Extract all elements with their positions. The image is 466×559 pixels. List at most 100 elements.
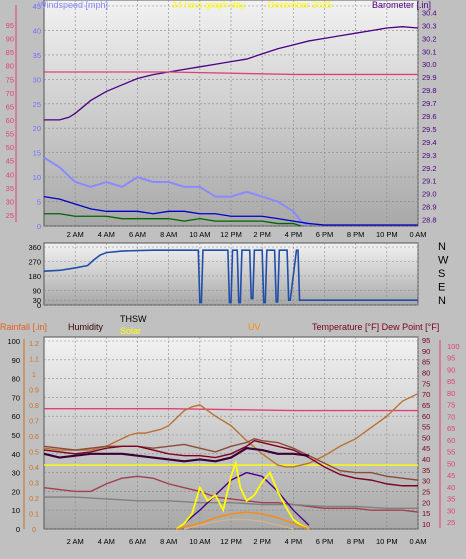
panel3-humidity-tick: 80 (12, 375, 20, 384)
panel1-far-left-tick: 85 (6, 48, 14, 57)
panel2-compass-label: N (438, 295, 446, 307)
panel1-right-tick: 30.2 (422, 34, 437, 43)
panel1-right-tick: 29.6 (422, 112, 437, 121)
panel2-left-tick: 90 (33, 287, 41, 296)
panel3-temp-tick: 85 (422, 358, 430, 367)
panel3-temp-tick: 25 (422, 488, 430, 497)
panel3-humidity-tick: 100 (7, 337, 20, 346)
panel3-far-right-tick: 25 (447, 518, 455, 527)
panel1-far-left-tick: 95 (6, 21, 14, 30)
panel1-far-left-tick: 55 (6, 130, 14, 139)
panel3-rain-tick: 0 (32, 527, 36, 534)
panel1-series-0 (44, 26, 419, 121)
panel1-left-tick: 20 (33, 124, 41, 133)
panel1-right-tick: 29.2 (422, 164, 437, 173)
panel1-right-tick: 29.5 (422, 125, 437, 134)
panel3-temp-tick: 30 (422, 477, 430, 486)
panel3-series-7 (44, 496, 418, 510)
panel1-right-tick: 30.3 (422, 21, 437, 30)
panel2-compass-label: N (438, 241, 446, 253)
panel3-temp-tick: 65 (422, 401, 430, 410)
panel1-far-left-tick: 40 (6, 170, 14, 179)
panel1-far-left-tick: 90 (6, 35, 14, 44)
panel1-x-tick: 6 AM (129, 230, 146, 239)
panel1-x-tick: 4 PM (285, 230, 303, 239)
panel3-series-10 (176, 511, 310, 530)
panel1-far-left-tick: 60 (6, 116, 14, 125)
panel1-x-tick: 2 PM (253, 230, 271, 239)
panel3-temp-tick: 90 (422, 347, 430, 356)
panel1-right-tick: 29.9 (422, 73, 437, 82)
panel1-left-tick: 45 (33, 2, 41, 11)
panel1-far-left-tick: 80 (6, 62, 14, 71)
panel3-x-tick: 2 AM (67, 537, 84, 546)
panel3-humidity-tick: 20 (12, 487, 20, 496)
panel3-far-right-tick: 50 (447, 459, 455, 468)
panel1-subtitle: December 2025 (268, 0, 332, 10)
panel3-temp-tick: 60 (422, 412, 430, 421)
panel1-right-tick: 29.1 (422, 177, 437, 186)
panel1-x-tick: 12 PM (220, 230, 242, 239)
panel1-left-tick: 0 (37, 222, 41, 231)
panel3-far-right-tick: 90 (447, 365, 455, 374)
panel2-left-tick: 0 (37, 301, 41, 310)
panel1-far-left-tick: 75 (6, 75, 14, 84)
panel1-right-tick: 30.4 (422, 8, 437, 17)
panel1-x-tick: 8 AM (160, 230, 177, 239)
panel3-rain-tick: 0.5 (29, 450, 39, 457)
panel3-far-right-tick: 85 (447, 377, 455, 386)
panel3-series-2 (43, 393, 419, 468)
panel1-right-tick: 28.9 (422, 203, 437, 212)
panel1-far-left-tick: 45 (6, 157, 14, 166)
panel1-right-tick: 29.8 (422, 86, 437, 95)
panel3-rain-tick: 0.4 (29, 465, 39, 472)
panel1-far-left-tick: 70 (6, 89, 14, 98)
panel3-far-right-tick: 40 (447, 483, 455, 492)
panel1-left-tick: 10 (33, 173, 41, 182)
panel3-far-right-tick: 75 (447, 401, 455, 410)
panel1-left-tick: 15 (33, 149, 41, 158)
panel3-humidity-tick: 90 (12, 356, 20, 365)
panel3-temp-label: Temperature [°F] Dew Point [°F] (312, 322, 439, 332)
panel3-rain-tick: 0.1 (29, 512, 39, 519)
panel3-series-6 (43, 475, 419, 513)
panel3-temp-tick: 45 (422, 444, 430, 453)
panel3-series-0 (44, 407, 418, 412)
panel1-x-tick: 10 AM (189, 230, 210, 239)
panel3-temp-tick: 10 (422, 520, 430, 529)
panel3-far-right-tick: 55 (447, 448, 455, 457)
panel2-left-tick: 180 (28, 272, 41, 281)
panel3-far-right-tick: 60 (447, 436, 455, 445)
panel3-rain-tick: 0.3 (29, 481, 39, 488)
panel2-compass-label: S (438, 268, 445, 280)
panel2-left-tick: 30 (33, 296, 41, 305)
panel1-left-axis-label: Windspeed [mph] (38, 0, 108, 10)
panel3-far-right-tick: 100 (447, 342, 460, 351)
panel3-x-tick: 8 AM (160, 537, 177, 546)
panel3-far-right-tick: 70 (447, 412, 455, 421)
panel2-series-0 (43, 249, 418, 304)
panel3-rain-label: Rainfall [.in] (0, 322, 47, 332)
panel3-temp-tick: 50 (422, 433, 430, 442)
panel2-compass-label: W (438, 255, 449, 267)
panel3-rain-tick: 0.8 (29, 403, 39, 410)
panel3-humidity-tick: 10 (12, 506, 20, 515)
panel1-x-tick: 6 PM (316, 230, 334, 239)
panel3-far-right-tick: 30 (447, 506, 455, 515)
panel3-humidity-label: Humidity (68, 322, 104, 332)
panel3-temp-tick: 55 (422, 423, 430, 432)
panel3-series-9 (175, 459, 310, 530)
panel3-humidity-tick: 50 (12, 431, 20, 440)
panel1-x-tick: 0 AM (409, 230, 426, 239)
panel1-left-tick: 5 (37, 198, 41, 207)
panel1-series-3 (43, 196, 418, 226)
panel1-far-left-tick: 30 (6, 197, 14, 206)
panel3-humidity-tick: 60 (12, 412, 20, 421)
panel1-series-2 (43, 156, 310, 227)
panel1-right-tick: 30.0 (422, 60, 437, 69)
panel3-humidity-tick: 70 (12, 393, 20, 402)
panel3-temp-tick: 20 (422, 498, 430, 507)
panel1-x-tick: 10 PM (376, 230, 398, 239)
panel3-x-tick: 8 PM (347, 537, 365, 546)
panel1-left-tick: 30 (33, 75, 41, 84)
